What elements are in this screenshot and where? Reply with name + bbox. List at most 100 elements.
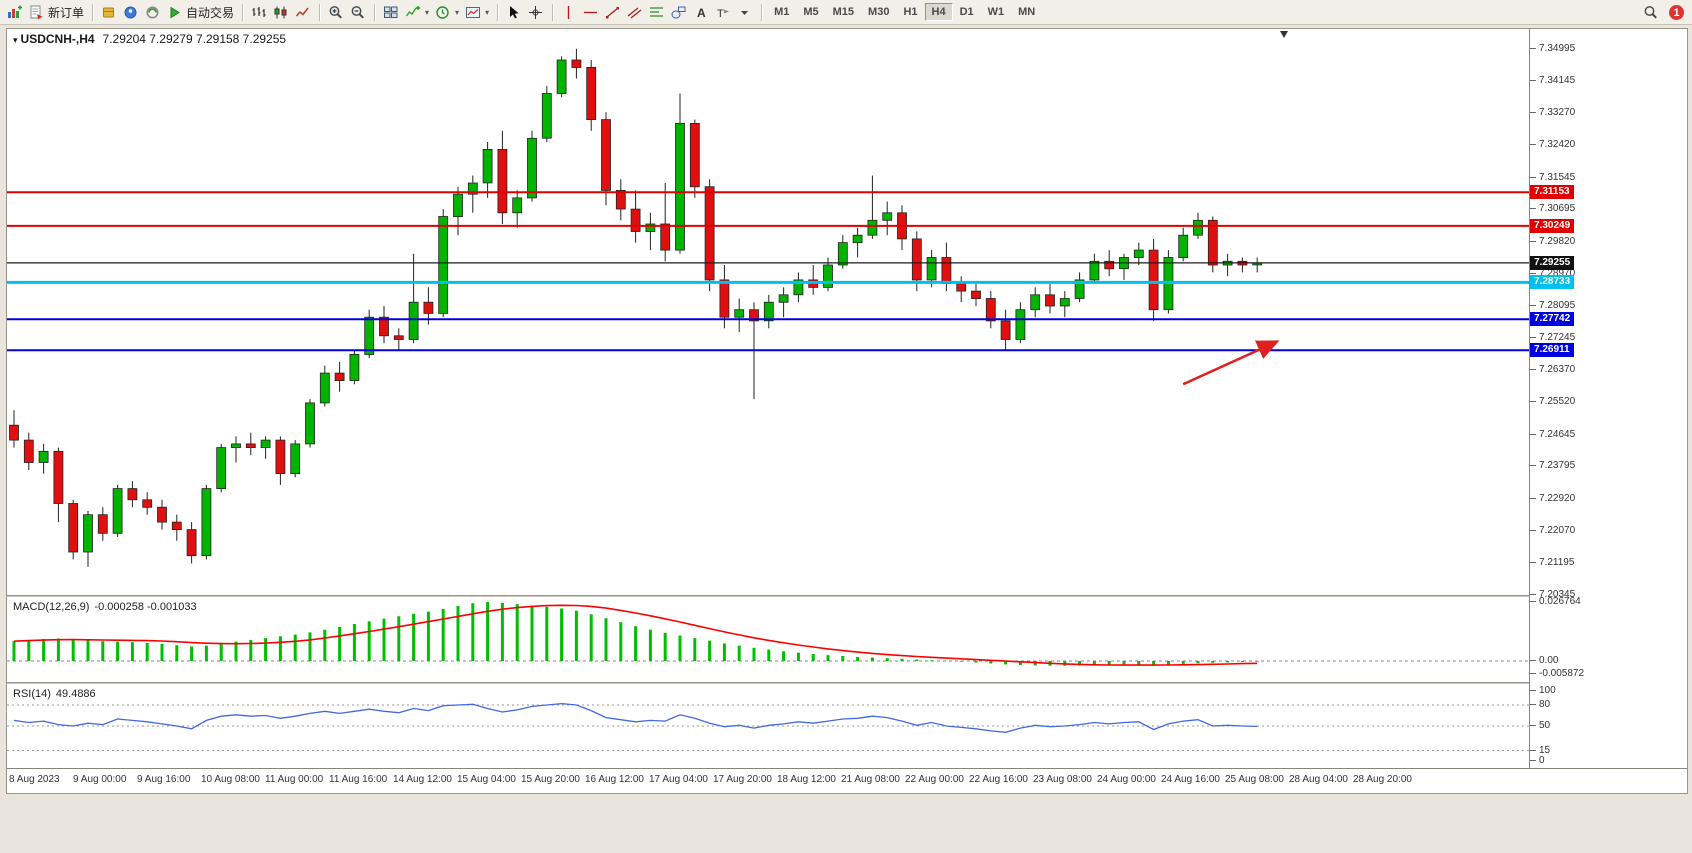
circle-blue-icon <box>124 6 137 18</box>
price-tick: 7.33270 <box>1529 107 1576 119</box>
rsi-axis-label: 0 <box>1530 755 1545 766</box>
data-window-button[interactable] <box>120 3 142 22</box>
search-button[interactable] <box>1640 3 1662 22</box>
candle <box>1207 219 1218 266</box>
fibonacci-tool-button[interactable] <box>646 3 668 22</box>
tile-windows-button[interactable] <box>380 3 402 22</box>
line-icon <box>295 7 309 16</box>
macd-pane-canvas[interactable] <box>7 598 1529 682</box>
timeframe-h4[interactable]: H4 <box>924 3 953 21</box>
timeframe-m5[interactable]: M5 <box>803 6 819 18</box>
toolbar-separator <box>374 3 376 21</box>
chart-shift-marker[interactable] <box>1279 31 1288 38</box>
toolbar-separator <box>92 3 94 21</box>
indicator-icon <box>405 5 421 16</box>
candle <box>571 59 582 68</box>
candle <box>497 149 508 214</box>
candle <box>482 149 493 184</box>
price-axis[interactable]: 7.34995 7.34145 7.33270 7.32420 7.31545 7.306… <box>1529 29 1687 768</box>
vertical-line-tool-button[interactable] <box>558 3 580 22</box>
time-label: 17 Aug 20:00 <box>713 774 772 785</box>
autotrading-button[interactable]: 自动交易 <box>164 2 237 23</box>
candle <box>601 119 611 191</box>
candle <box>763 301 774 322</box>
crosshair-button[interactable] <box>525 3 547 22</box>
timeframe-mn[interactable]: MN <box>1018 6 1036 18</box>
caret-icon <box>741 10 749 15</box>
arrow-annotation[interactable] <box>1182 340 1280 386</box>
bar-chart-mode-button[interactable] <box>248 3 270 22</box>
price-line-label: 7.31153 <box>1530 185 1574 200</box>
toolbar-separator <box>242 3 244 21</box>
candle <box>38 450 49 463</box>
text-tool-button[interactable]: A <box>690 3 712 22</box>
play-green-icon <box>170 6 180 18</box>
candle <box>438 216 449 314</box>
line-chart-mode-button[interactable] <box>292 3 314 22</box>
pane-separator[interactable] <box>7 595 1687 598</box>
new-chart-button[interactable] <box>4 3 26 22</box>
candle <box>778 294 789 303</box>
candle <box>1015 309 1026 340</box>
candle <box>852 234 863 244</box>
shapes-tool-button[interactable] <box>668 3 690 22</box>
navigator-button[interactable] <box>142 3 164 22</box>
candle <box>423 301 434 314</box>
text-label-tool-button[interactable]: T <box>712 3 734 22</box>
macd-axis-label: 0.026764 <box>1530 596 1581 607</box>
price-tick: 7.27245 <box>1529 331 1576 343</box>
templates-button[interactable]: ▾ <box>462 3 492 22</box>
toolbar-right: 1 <box>1640 0 1684 25</box>
circle-green-icon <box>146 6 159 18</box>
candle <box>734 309 745 318</box>
candle <box>112 488 123 534</box>
time-axis[interactable]: 8 Aug 2023 9 Aug 00:00 9 Aug 16:00 10 Aug 0… <box>7 768 1687 792</box>
candle <box>216 447 227 490</box>
ohlc-quote: 7.29204 7.29279 7.29158 7.29255 <box>102 32 287 46</box>
cube-yellow-icon <box>103 7 115 17</box>
candle <box>334 372 345 382</box>
price-line-label: 7.27742 <box>1530 312 1575 327</box>
candle <box>245 443 256 448</box>
timeframe-h1[interactable]: H1 <box>903 6 918 18</box>
timeframe-w1[interactable]: W1 <box>987 6 1005 18</box>
pane-separator[interactable] <box>7 682 1687 685</box>
price-chart-canvas[interactable] <box>7 29 1529 595</box>
timeframe-m1[interactable]: M1 <box>774 6 790 18</box>
rsi-pane-canvas[interactable] <box>7 685 1529 767</box>
timeframe-d1[interactable]: D1 <box>959 6 974 18</box>
price-tick: 7.21195 <box>1529 557 1575 569</box>
price-line-label: 7.29255 <box>1530 255 1575 270</box>
equidistant-channel-tool-button[interactable] <box>624 3 646 22</box>
price-tick: 7.22070 <box>1529 524 1576 536</box>
notification-badge[interactable]: 1 <box>1669 5 1684 20</box>
chart-window: 7.34995 7.34145 7.33270 7.32420 7.31545 7.306… <box>6 28 1688 794</box>
periods-button[interactable]: ▾ <box>432 3 462 22</box>
labelT-icon: T <box>717 8 730 20</box>
chart-menu-icon[interactable]: ▾ <box>13 35 18 45</box>
time-label: 24 Aug 16:00 <box>1161 774 1220 785</box>
candle <box>275 439 286 475</box>
market-watch-button[interactable] <box>98 3 120 22</box>
zoom-out-button[interactable] <box>347 3 369 22</box>
candle <box>615 189 626 210</box>
candle <box>660 223 671 251</box>
candle <box>867 219 878 236</box>
candle <box>971 290 981 300</box>
template-icon <box>466 6 481 18</box>
candlestick-mode-button[interactable] <box>270 3 292 22</box>
new-order-button[interactable]: 新订单 <box>26 2 87 23</box>
indicators-button[interactable]: ▾ <box>402 3 432 22</box>
zoom-in-button[interactable] <box>325 3 347 22</box>
horizontal-line-tool-button[interactable] <box>580 3 602 22</box>
tile-icon <box>384 6 398 18</box>
timeframe-m15[interactable]: M15 <box>832 6 855 18</box>
candle <box>467 182 478 195</box>
svg-text:T: T <box>717 8 724 20</box>
more-tools-button[interactable] <box>734 3 756 22</box>
candle <box>541 93 552 139</box>
cursor-button[interactable] <box>503 3 525 22</box>
price-tick: 7.28095 <box>1529 300 1576 312</box>
trendline-tool-button[interactable] <box>602 3 624 22</box>
timeframe-m30[interactable]: M30 <box>868 6 890 18</box>
